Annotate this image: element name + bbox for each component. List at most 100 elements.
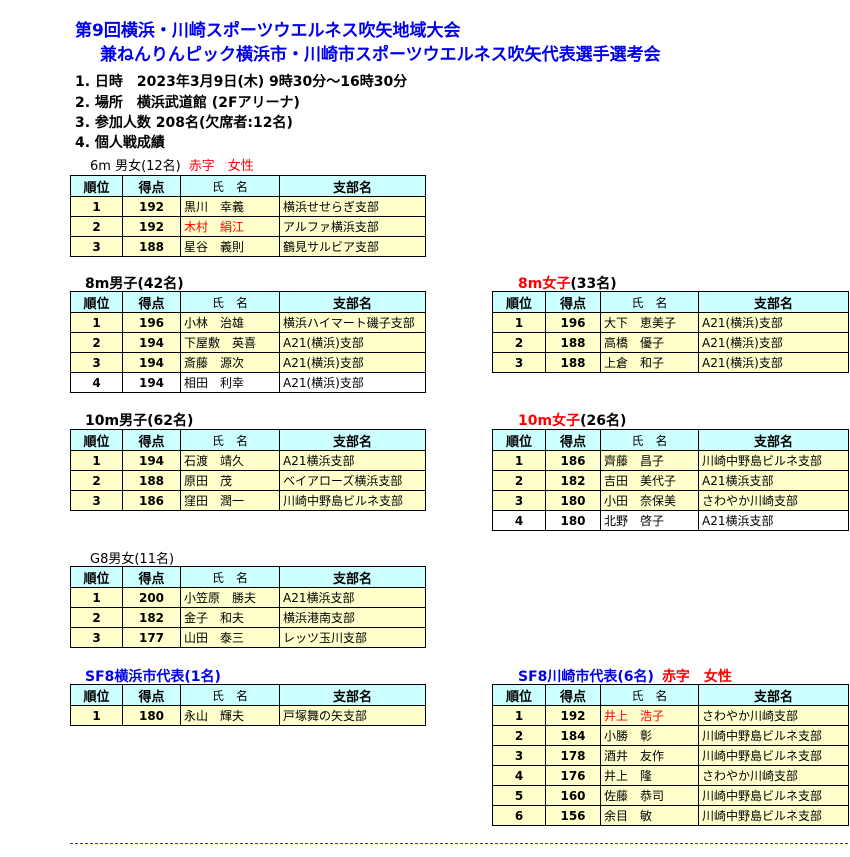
cell-rank: 1	[70, 312, 123, 333]
table-row: 1 196 小林 治雄 横浜ハイマート磯子支部	[70, 312, 426, 333]
cell-branch: 川崎中野島ビルネ支部	[698, 725, 849, 746]
table-header: 順位 得点氏 名支部名	[70, 175, 426, 197]
column-header: 得点	[122, 429, 181, 451]
cell-score: 180	[545, 490, 601, 511]
cell-rank: 3	[492, 490, 546, 511]
cell-name: 金子 和夫	[180, 607, 280, 628]
table-row: 5 160 佐藤 恭司 川崎中野島ビルネ支部	[492, 785, 849, 806]
table-row: 3 180 小田 奈保美 さわやか川崎支部	[492, 490, 849, 511]
results-table-8m-women: 順位 得点氏 名支部名 1 196 大下 恵美子 A21(横浜)支部 2 188 高橋 優子 A2…	[492, 291, 849, 373]
column-header: 支部名	[279, 684, 426, 706]
table-row: 2 194 下屋敷 英喜 A21(横浜)支部	[70, 332, 426, 353]
column-header: 氏 名	[180, 175, 280, 197]
info-results-heading: 4. 個人戦成績	[75, 135, 165, 151]
cell-name: 黒川 幸義	[180, 196, 280, 217]
table-row: 1 180 永山 輝夫 戸塚舞の矢支部	[70, 705, 426, 726]
results-table-sf8-kawasaki: 順位 得点氏 名支部名 1 192 井上 浩子 さわやか川崎支部 2 184 小勝 彰川崎中野島…	[492, 684, 849, 826]
cell-name: 北野 啓子	[600, 510, 699, 531]
cell-name: 窪田 潤一	[180, 490, 280, 511]
cell-branch: A21(横浜)支部	[279, 372, 426, 393]
table-row: 3 177 山田 泰三 レッツ玉川支部	[70, 627, 426, 648]
column-header: 氏 名	[600, 429, 699, 451]
cell-score: 180	[545, 510, 601, 531]
cell-rank: 2	[70, 332, 123, 353]
cell-branch: 川崎中野島ビルネ支部	[698, 805, 849, 826]
table-row: 2 188 高橋 優子 A21(横浜)支部	[492, 332, 849, 353]
column-header: 得点	[545, 429, 601, 451]
column-header: 支部名	[279, 566, 426, 588]
cell-score: 177	[122, 627, 181, 648]
page-subtitle: 兼ねんりんピック横浜市・川崎市スポーツウエルネス吹矢代表選手選考会	[100, 45, 661, 65]
results-table-6m: 順位 得点氏 名支部名 1 192 黒川 幸義 横浜せせらぎ支部 2 192 木村 絹江 アルファ…	[70, 175, 426, 257]
cell-name: 上倉 和子	[600, 352, 699, 373]
cell-name: 小笠原 勝夫	[180, 587, 280, 608]
cell-score: 156	[545, 805, 601, 826]
cell-rank: 2	[70, 607, 123, 628]
cell-branch: さわやか川崎支部	[698, 490, 849, 511]
column-header: 順位	[70, 291, 123, 313]
table-row: 2 182 金子 和夫 横浜港南支部	[70, 607, 426, 628]
table-header: 順位 得点氏 名支部名	[70, 291, 426, 313]
cell-rank: 4	[70, 372, 123, 393]
table-row: 1 200 小笠原 勝夫 A21横浜支部	[70, 587, 426, 608]
column-header: 支部名	[279, 291, 426, 313]
section-caption: SF8川崎市代表(6名) 赤字 女性	[518, 666, 732, 686]
cell-rank: 1	[70, 587, 123, 608]
column-header: 支部名	[698, 429, 849, 451]
results-table-10m-women: 順位 得点氏 名支部名 1 186 齊藤 昌子 川崎中野島ビルネ支部 2 182 吉田 美代子 A…	[492, 429, 849, 531]
section-caption: 8m女子(33名)	[518, 273, 617, 293]
table-row: 4 180 北野 啓子 A21横浜支部	[492, 510, 849, 531]
cell-rank: 1	[70, 705, 123, 726]
info-venue: 2. 場所 横浜武道館 (2Fアリーナ)	[75, 95, 300, 111]
cell-score: 188	[545, 332, 601, 353]
results-table-8m-men: 順位 得点氏 名支部名 1 196 小林 治雄 横浜ハイマート磯子支部 2 194 下屋敷 英喜…	[70, 291, 426, 393]
section-caption: 10m女子(26名)	[518, 410, 626, 430]
cell-score: 182	[545, 470, 601, 491]
cell-branch: 川崎中野島ビルネ支部	[279, 490, 426, 511]
cell-rank: 2	[492, 725, 546, 746]
cell-rank: 1	[70, 196, 123, 217]
column-header: 順位	[70, 175, 123, 197]
table-header: 順位 得点氏 名支部名	[70, 429, 426, 451]
cell-branch: A21横浜支部	[279, 450, 426, 471]
cell-branch: A21(横浜)支部	[698, 352, 849, 373]
cell-name: 吉田 美代子	[600, 470, 699, 491]
table-row: 1 194 石渡 靖久 A21横浜支部	[70, 450, 426, 471]
cell-branch: 横浜ハイマート磯子支部	[279, 312, 426, 333]
cell-name: 永山 輝夫	[180, 705, 280, 726]
cell-score: 178	[545, 745, 601, 766]
cell-score: 194	[122, 450, 181, 471]
cell-rank: 3	[70, 627, 123, 648]
results-table-sf8-yokohama: 順位 得点氏 名支部名 1 180 永山 輝夫 戸塚舞の矢支部	[70, 684, 426, 726]
table-header: 順位 得点氏 名支部名	[492, 684, 849, 706]
caption-text: 8m男子(42名)	[85, 276, 184, 292]
column-header: 得点	[122, 175, 181, 197]
section-caption: 6m 男女(12名) 赤字 女性	[90, 155, 254, 174]
cell-name: 余目 敏	[600, 805, 699, 826]
cell-branch: アルファ横浜支部	[279, 216, 426, 237]
table-row: 2 188 原田 茂ベイアローズ横浜支部	[70, 470, 426, 491]
cell-name: 斎藤 源次	[180, 352, 280, 373]
cell-score: 182	[122, 607, 181, 628]
cell-branch: 川崎中野島ビルネ支部	[698, 745, 849, 766]
cell-branch: レッツ玉川支部	[279, 627, 426, 648]
caption-text: G8男女(11名)	[90, 552, 175, 567]
cell-rank: 2	[70, 470, 123, 491]
cell-name: 齊藤 昌子	[600, 450, 699, 471]
column-header: 氏 名	[180, 566, 280, 588]
table-row: 1 192 井上 浩子 さわやか川崎支部	[492, 705, 849, 726]
cell-name: 小林 治雄	[180, 312, 280, 333]
cell-score: 186	[545, 450, 601, 471]
cell-branch: 川崎中野島ビルネ支部	[698, 450, 849, 471]
column-header: 支部名	[698, 291, 849, 313]
cell-name: 大下 恵美子	[600, 312, 699, 333]
cell-name: 下屋敷 英喜	[180, 332, 280, 353]
cell-name: 小田 奈保美	[600, 490, 699, 511]
column-header: 順位	[492, 429, 546, 451]
caption-text: 8m女子	[518, 276, 571, 292]
cell-name: 相田 利幸	[180, 372, 280, 393]
section-caption: 10m男子(62名)	[85, 410, 193, 430]
cell-rank: 1	[492, 705, 546, 726]
column-header: 順位	[70, 429, 123, 451]
caption-text: 10m女子	[518, 413, 581, 429]
